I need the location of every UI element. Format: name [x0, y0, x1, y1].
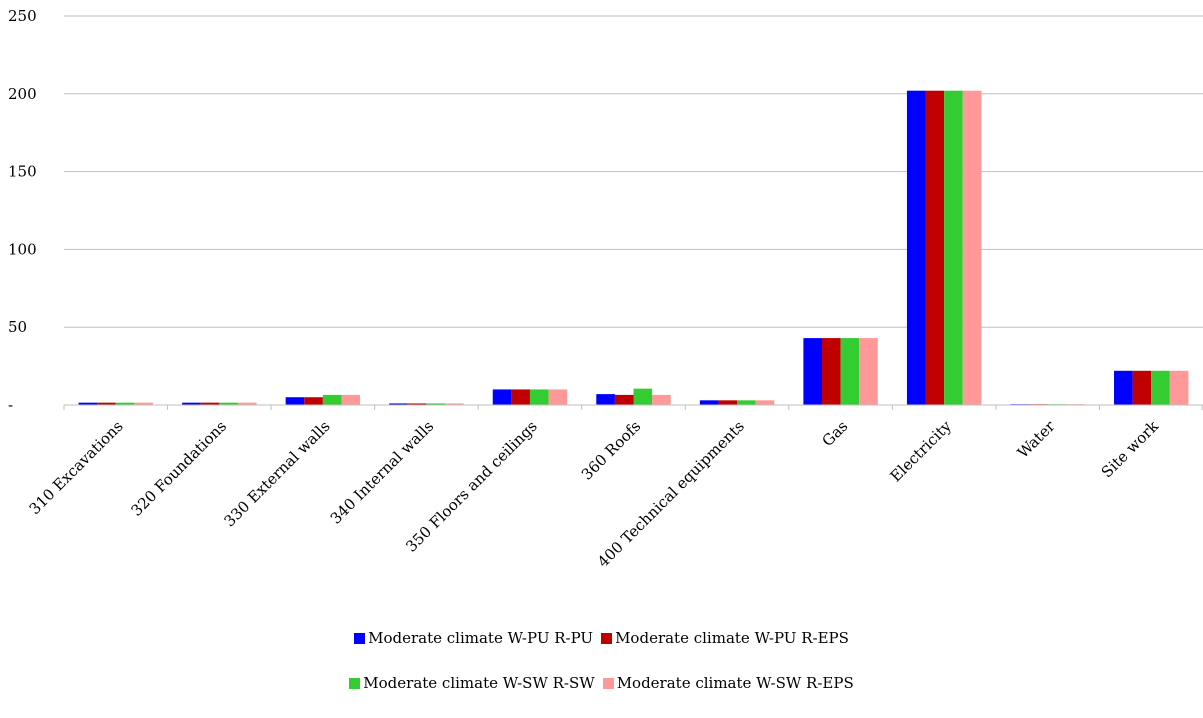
bar	[925, 90, 945, 406]
bar	[322, 394, 342, 405]
bar	[237, 402, 257, 405]
bar	[803, 338, 822, 405]
legend-label-series-2: Moderate climate W-PU R-EPS	[615, 629, 849, 647]
legend: Moderate climate W-PU R-PU Moderate clim…	[0, 628, 1203, 718]
x-tick-label: 310 Excavations	[26, 417, 127, 518]
y-tick-label: 100	[8, 240, 37, 258]
y-tick-label: 50	[8, 318, 27, 336]
bar	[78, 402, 98, 405]
bar	[134, 402, 153, 405]
y-tick-label: 200	[8, 85, 37, 103]
legend-label-series-1: Moderate climate W-PU R-PU	[368, 629, 594, 647]
legend-item-series-2: Moderate climate W-PU R-EPS	[601, 628, 849, 648]
legend-item-series-1: Moderate climate W-PU R-PU	[354, 628, 593, 648]
bar	[285, 397, 305, 405]
bar	[1114, 370, 1133, 405]
bar	[840, 338, 860, 405]
bar	[1169, 370, 1189, 405]
bar	[548, 389, 568, 405]
bar	[944, 90, 963, 406]
bar	[821, 338, 841, 405]
bar	[407, 403, 427, 405]
bar	[718, 400, 738, 405]
y-tick-label: 250	[8, 7, 37, 25]
bar	[389, 403, 408, 405]
legend-row-1: Moderate climate W-PU R-PU Moderate clim…	[0, 628, 1203, 648]
legend-item-series-4: Moderate climate W-SW R-EPS	[602, 673, 854, 693]
legend-swatch-series-2	[601, 632, 613, 644]
x-tick-label: Gas	[818, 417, 851, 450]
bar	[962, 90, 982, 406]
legend-swatch-series-1	[354, 632, 366, 644]
bar	[1151, 370, 1170, 405]
legend-item-series-3: Moderate climate W-SW R-SW	[349, 673, 595, 693]
x-tick-label: Site work	[1098, 416, 1163, 481]
bar	[737, 400, 756, 405]
legend-swatch-series-3	[349, 677, 361, 689]
legend-label-series-4: Moderate climate W-SW R-EPS	[616, 674, 854, 692]
bar	[906, 90, 926, 406]
bar	[115, 402, 135, 405]
bar	[219, 402, 238, 405]
bar	[182, 402, 201, 405]
y-tick-label: -	[8, 396, 13, 414]
x-tick-label: 340 Internal walls	[327, 417, 438, 528]
x-tick-label: Water	[1014, 417, 1059, 462]
bar	[859, 338, 878, 405]
bar	[341, 394, 361, 405]
bar	[755, 400, 775, 405]
bar	[511, 389, 530, 405]
legend-label-series-3: Moderate climate W-SW R-SW	[363, 674, 595, 692]
x-tick-label: 320 Foundations	[128, 417, 231, 520]
bar	[596, 394, 615, 405]
bar	[699, 400, 719, 405]
bar	[614, 394, 634, 405]
x-tick-label: Electricity	[887, 417, 956, 486]
bar	[200, 402, 220, 405]
bar	[97, 402, 116, 405]
x-tick-label: 330 External walls	[220, 417, 333, 530]
bar	[652, 394, 671, 405]
legend-swatch-series-4	[602, 677, 614, 689]
y-tick-label: 150	[8, 163, 37, 181]
bar	[426, 403, 446, 405]
bar	[529, 389, 549, 405]
bar	[445, 403, 464, 405]
bar-chart: - 50 100 150 200 250 310 Excavations 320 Founda…	[8, 7, 1203, 571]
bar	[1132, 370, 1152, 405]
bar	[633, 388, 653, 405]
legend-row-2: Moderate climate W-SW R-SW Moderate clim…	[0, 673, 1203, 693]
bar	[492, 389, 512, 405]
x-tick-label: 360 Roofs	[578, 417, 644, 483]
bar	[304, 397, 323, 405]
